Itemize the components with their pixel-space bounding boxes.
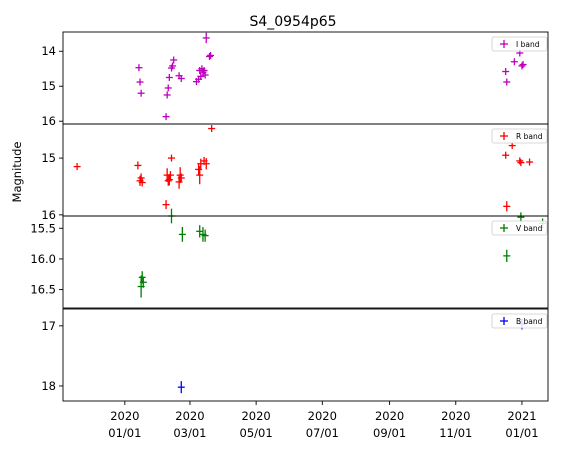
y-tick-label: 16 xyxy=(41,114,56,128)
x-tick-label-year: 2020 xyxy=(308,409,337,423)
data-point xyxy=(502,151,510,159)
data-point xyxy=(518,62,526,70)
data-point xyxy=(519,61,527,69)
panel-3: 17 18 B band xyxy=(41,308,549,402)
data-point xyxy=(73,163,81,171)
panel-1: 15 16 R band xyxy=(41,123,549,222)
x-tick-label-year: 2020 xyxy=(441,409,470,423)
panel-2: 15.5 16.0 16.5 V band xyxy=(30,208,549,309)
data-point xyxy=(139,276,147,288)
chart-title: S4_0954p65 xyxy=(249,14,336,30)
y-tick-label: 16.0 xyxy=(30,252,56,266)
data-point xyxy=(164,84,172,92)
x-tick-label-year: 2020 xyxy=(175,409,204,423)
y-tick-label: 15 xyxy=(41,79,56,93)
x-tick-label-year: 2020 xyxy=(110,409,139,423)
y-tick-label: 15 xyxy=(41,151,56,165)
legend: B band xyxy=(491,313,548,329)
data-point xyxy=(165,173,173,186)
legend-box xyxy=(491,220,548,236)
x-tick-label-year: 2020 xyxy=(241,409,270,423)
data-point xyxy=(177,75,185,83)
x-axis: 2020 01/01 2020 03/01 2020 05/01 2020 07/01 2020… xyxy=(108,401,539,440)
data-point xyxy=(134,161,142,170)
x-tick-label-year: 2021 xyxy=(507,409,536,423)
legend: V band xyxy=(491,220,548,236)
y-tick-label: 17 xyxy=(41,319,56,333)
y-tick-label: 16 xyxy=(41,208,56,222)
x-tick-label-date: 01/01 xyxy=(108,426,141,440)
data-point xyxy=(177,381,185,394)
data-point xyxy=(135,64,143,72)
data-point xyxy=(177,173,185,183)
y-tick-label: 15.5 xyxy=(30,221,56,235)
x-tick-label-date: 09/01 xyxy=(373,426,406,440)
data-point xyxy=(201,71,209,79)
data-point xyxy=(178,227,186,242)
data-point xyxy=(138,178,146,187)
x-tick-label-date: 11/01 xyxy=(439,426,472,440)
data-point xyxy=(137,89,145,97)
data-point xyxy=(166,171,174,180)
x-tick-label-date: 07/01 xyxy=(306,426,339,440)
legend-label: R band xyxy=(516,132,543,141)
legend-box xyxy=(491,128,548,144)
data-point xyxy=(503,249,511,262)
legend: R band xyxy=(491,128,548,144)
data-point xyxy=(202,158,210,170)
data-point xyxy=(196,166,204,185)
data-point xyxy=(136,78,144,86)
data-point xyxy=(164,175,172,186)
legend-label: I band xyxy=(516,40,540,49)
data-point xyxy=(503,201,511,212)
data-point xyxy=(170,56,178,64)
data-point xyxy=(168,154,176,162)
data-point xyxy=(176,167,184,184)
data-point xyxy=(208,125,216,133)
data-point xyxy=(503,78,511,86)
data-point xyxy=(162,113,170,121)
data-point xyxy=(196,225,204,238)
data-point xyxy=(201,229,209,242)
legend-label: V band xyxy=(516,224,543,233)
legend-box xyxy=(491,313,548,329)
data-point xyxy=(165,73,173,81)
data-point xyxy=(517,159,525,167)
panel-frame xyxy=(62,308,549,402)
data-point xyxy=(207,51,215,59)
x-tick-label-date: 03/01 xyxy=(173,426,206,440)
data-point xyxy=(510,58,518,66)
data-point xyxy=(137,173,145,183)
x-tick-label-year: 2020 xyxy=(375,409,404,423)
y-tick-label: 14 xyxy=(41,44,56,58)
data-point xyxy=(516,157,524,165)
data-point xyxy=(526,158,534,166)
y-axis-label: Magnitude xyxy=(10,142,24,203)
panel-frame xyxy=(62,215,549,309)
data-point xyxy=(200,66,208,74)
data-point xyxy=(517,212,525,223)
legend: I band xyxy=(491,36,548,52)
data-point xyxy=(202,32,210,44)
x-tick-label-date: 05/01 xyxy=(240,426,273,440)
x-tick-label-date: 01/01 xyxy=(505,426,538,440)
data-point xyxy=(169,62,177,70)
panels: 14 15 16 I band 15 16 R band 15.5 16.0 16.5 V band… xyxy=(30,31,549,402)
data-point xyxy=(138,271,146,284)
y-tick-label: 18 xyxy=(41,379,56,393)
panel-frame xyxy=(62,123,549,217)
panel-0: 14 15 16 I band xyxy=(41,31,549,128)
legend-box xyxy=(491,36,548,52)
data-point xyxy=(502,68,510,76)
y-tick-label: 16.5 xyxy=(30,283,56,297)
data-point xyxy=(197,72,205,80)
data-point xyxy=(162,200,170,210)
panel-frame xyxy=(62,31,549,125)
data-point xyxy=(195,163,203,176)
data-point xyxy=(205,52,213,60)
data-point xyxy=(163,91,171,99)
legend-label: B band xyxy=(516,317,543,326)
